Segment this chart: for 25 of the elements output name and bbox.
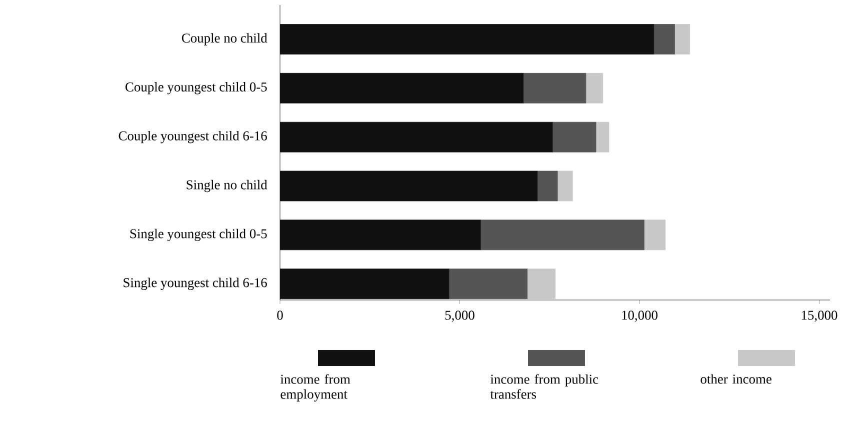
y-tick-label: Couple no child xyxy=(182,33,268,46)
bar xyxy=(586,72,604,104)
bar xyxy=(654,24,675,54)
legend-label: income from public transfers xyxy=(490,374,598,399)
bar xyxy=(527,268,556,300)
bar xyxy=(674,24,690,54)
x-tick-label: 10,000 xyxy=(622,310,658,322)
bar xyxy=(480,220,644,250)
bar xyxy=(523,72,586,104)
bar xyxy=(644,220,666,250)
y-tick-label: Couple youngest child 6-16 xyxy=(118,130,267,144)
y-tick-label: Couple youngest child 0-5 xyxy=(126,82,267,94)
y-tick-label: Single youngest child 6-16 xyxy=(124,278,267,290)
bar xyxy=(448,268,528,300)
x-tick-label: 0 xyxy=(277,310,283,320)
y-tick-label: Single no child xyxy=(186,180,268,192)
y-tick-label: Single youngest child 0-5 xyxy=(130,228,267,242)
bar xyxy=(557,170,573,202)
legend-label: income from employment xyxy=(280,374,350,402)
bar xyxy=(552,122,596,152)
bar xyxy=(537,170,558,202)
x-tick-label: 15,000 xyxy=(802,310,838,322)
x-tick-label: 5,000 xyxy=(445,310,474,322)
bar xyxy=(596,122,610,152)
legend-label: other income xyxy=(700,374,772,384)
